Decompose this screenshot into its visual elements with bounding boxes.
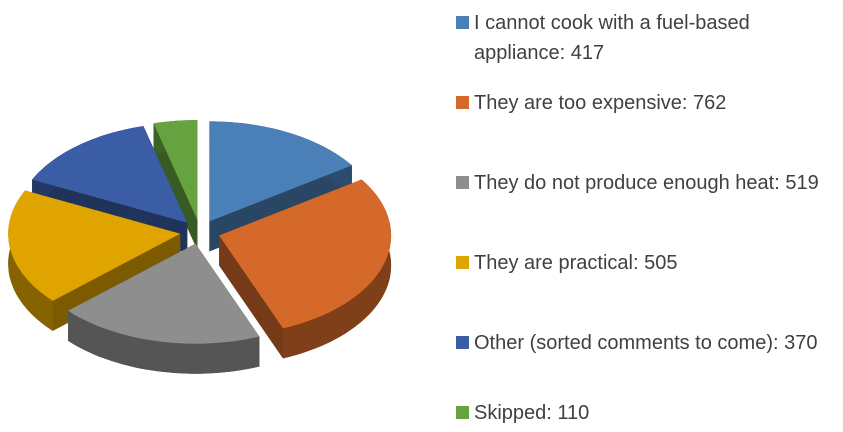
legend-item: Other (sorted comments to come): 370: [456, 328, 826, 358]
slice-side: [153, 123, 198, 251]
slice-group: [219, 179, 392, 359]
legend-label: They are too expensive: 762: [474, 92, 727, 114]
legend-label: I cannot cook with a fuel-based applianc…: [474, 12, 750, 64]
legend-swatch: [456, 256, 469, 269]
legend-item: Skipped: 110: [456, 398, 826, 428]
slice-rim: [68, 310, 260, 374]
legend-item: They are practical: 505: [456, 248, 826, 278]
legend-item: I cannot cook with a fuel-based applianc…: [456, 8, 826, 68]
pie-area: [8, 120, 392, 374]
legend-label: They are practical: 505: [474, 252, 678, 274]
legend-swatch: [456, 176, 469, 189]
legend-label: Skipped: 110: [474, 402, 590, 424]
slice: [32, 126, 188, 223]
legend-swatch: [456, 96, 469, 109]
slice-side: [219, 235, 284, 359]
legend-label: Other (sorted comments to come): 370: [474, 332, 818, 354]
slice: [153, 120, 198, 221]
legend-swatch: [456, 16, 469, 29]
legend-label: They do not produce enough heat: 519: [474, 172, 819, 194]
slice: [219, 179, 392, 329]
slice-group: [68, 243, 260, 374]
legend-swatch: [456, 336, 469, 349]
legend-item: They are too expensive: 762: [456, 88, 826, 118]
slice: [68, 243, 260, 344]
legend-item: They do not produce enough heat: 519: [456, 168, 826, 198]
slice-rim: [283, 179, 392, 359]
slice: [8, 190, 181, 301]
legend-swatch: [456, 406, 469, 419]
slice: [209, 121, 352, 222]
